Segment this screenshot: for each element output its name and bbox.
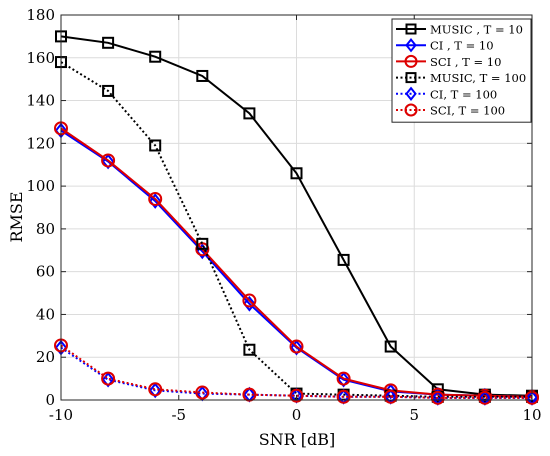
- data-point: [243, 343, 256, 356]
- y-tick-label: 20: [36, 348, 55, 366]
- data-point: [242, 387, 257, 402]
- data-point: [337, 253, 350, 266]
- y-tick-label: 80: [36, 220, 55, 238]
- data-point: [196, 237, 209, 250]
- x-tick-label: 0: [292, 406, 302, 424]
- legend-item: CI , T = 10: [396, 37, 494, 53]
- data-point: [430, 390, 445, 405]
- legend-label: SCI, T = 100: [430, 104, 505, 118]
- x-axis-label: SNR [dB]: [259, 430, 336, 449]
- x-tick-label: -5: [171, 406, 186, 424]
- data-point: [243, 295, 256, 312]
- data-point: [290, 339, 303, 356]
- data-point: [101, 153, 115, 170]
- data-point: [102, 84, 115, 97]
- x-tick-label: -10: [49, 406, 73, 424]
- data-point: [149, 139, 162, 152]
- data-point: [336, 389, 351, 404]
- data-point: [289, 339, 304, 354]
- y-tick-label: 160: [26, 49, 55, 67]
- x-tick-label: 5: [409, 406, 419, 424]
- legend-marker: [405, 72, 417, 84]
- data-point: [337, 371, 350, 388]
- legend-item: SCI , T = 10: [396, 54, 501, 69]
- y-tick-label: 180: [26, 6, 55, 24]
- y-axis-label: RMSE: [7, 191, 26, 242]
- data-point: [242, 293, 257, 308]
- data-point: [196, 69, 209, 82]
- data-point: [195, 385, 210, 400]
- data-point: [148, 382, 162, 399]
- data-point: [290, 167, 303, 180]
- data-point: [384, 340, 397, 353]
- data-point: [101, 153, 116, 168]
- data-point: [148, 193, 162, 209]
- legend: MUSIC , T = 10 CI , T = 10 SCI , T = 10 MUS…: [391, 18, 532, 123]
- y-tick-label: 40: [36, 305, 55, 323]
- x-tick-label: 10: [522, 406, 541, 424]
- legend-item: MUSIC, T = 100: [396, 71, 526, 85]
- legend-label: CI, T = 100: [430, 87, 497, 101]
- data-point: [383, 389, 398, 404]
- data-point: [289, 388, 304, 403]
- data-point: [149, 50, 162, 63]
- legend-marker: [405, 86, 417, 102]
- y-tick-label: 100: [26, 177, 55, 195]
- y-tick-label: 140: [26, 92, 55, 110]
- legend-marker: [405, 37, 417, 53]
- legend-item: CI, T = 100: [396, 86, 497, 102]
- legend-label: MUSIC , T = 10: [430, 23, 523, 37]
- legend-label: SCI , T = 10: [430, 55, 501, 69]
- data-point: [102, 36, 115, 49]
- legend-label: CI , T = 10: [430, 39, 494, 53]
- y-tick-label: 120: [26, 134, 55, 152]
- y-tick-label: 0: [45, 391, 55, 409]
- legend-marker: [404, 103, 418, 117]
- series-line: [60, 35, 533, 397]
- legend-item: MUSIC , T = 10: [396, 23, 523, 37]
- data-point: [243, 107, 256, 120]
- data-point: [101, 371, 115, 388]
- series-1: [55, 30, 538, 402]
- legend-marker: [405, 23, 417, 35]
- legend-box: [391, 18, 532, 123]
- data-point: [336, 371, 351, 386]
- series-6: [54, 338, 539, 405]
- legend-item: SCI, T = 100: [396, 103, 505, 118]
- data-point: [148, 191, 163, 206]
- legend-marker: [404, 54, 418, 68]
- series-line: [60, 127, 533, 398]
- data-point: [101, 371, 116, 386]
- legend-label: MUSIC, T = 100: [430, 71, 526, 85]
- data-point: [477, 390, 492, 405]
- data-point: [148, 382, 163, 397]
- y-tick-label: 60: [36, 263, 55, 281]
- series-layer: [54, 30, 539, 406]
